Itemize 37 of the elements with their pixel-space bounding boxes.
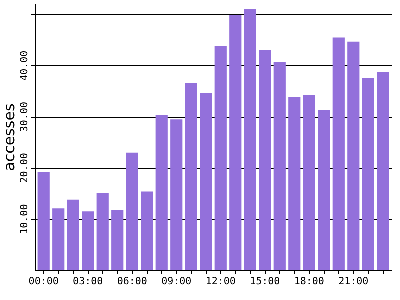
bar bbox=[230, 15, 242, 270]
bar bbox=[126, 152, 138, 270]
bar bbox=[377, 72, 390, 270]
y-tick-label: 30.00 bbox=[20, 102, 30, 132]
bar bbox=[67, 200, 80, 270]
y-tick-label: 10.00 bbox=[20, 204, 30, 234]
y-tick-label: 40.00 bbox=[20, 50, 30, 81]
bar bbox=[332, 38, 345, 270]
bar bbox=[362, 78, 374, 270]
bar bbox=[214, 46, 227, 270]
x-tick-label: 21:00 bbox=[338, 276, 369, 288]
bar bbox=[200, 94, 212, 270]
bar bbox=[259, 50, 272, 270]
bar bbox=[348, 42, 360, 270]
x-tick-label: 03:00 bbox=[73, 276, 104, 288]
bar bbox=[38, 172, 50, 270]
bar bbox=[185, 83, 198, 270]
bar bbox=[141, 192, 154, 270]
bar bbox=[288, 97, 301, 270]
bar bbox=[303, 95, 316, 270]
x-tick-label: 06:00 bbox=[117, 276, 148, 288]
x-tick-label: 15:00 bbox=[250, 276, 280, 288]
bar bbox=[318, 110, 330, 270]
x-tick-label: 09:00 bbox=[162, 276, 192, 288]
x-tick-label: 18:00 bbox=[294, 276, 324, 288]
y-axis-title: accesses bbox=[0, 104, 18, 172]
bar bbox=[82, 212, 94, 270]
y-tick-label: 20.00 bbox=[20, 153, 30, 184]
bar bbox=[156, 116, 168, 270]
x-tick-label: 12:00 bbox=[206, 276, 236, 288]
bar bbox=[52, 208, 65, 270]
bar bbox=[274, 62, 286, 270]
bar bbox=[96, 193, 109, 270]
x-tick-label: 00:00 bbox=[28, 276, 59, 288]
bar bbox=[170, 120, 183, 270]
bar bbox=[112, 210, 124, 270]
bar bbox=[244, 9, 256, 270]
